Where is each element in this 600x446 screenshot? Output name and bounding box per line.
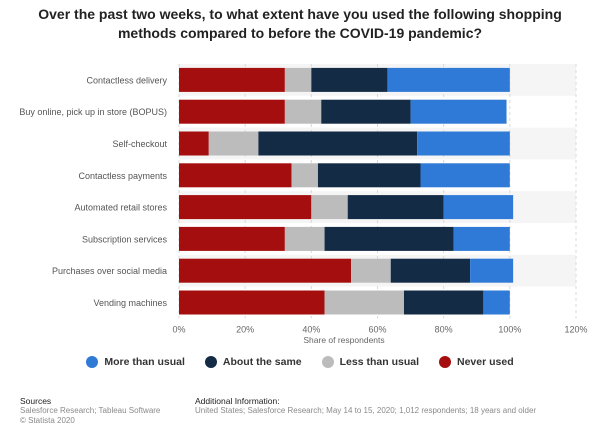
- x-tick-label: 40%: [302, 324, 320, 334]
- additional-info-heading: Additional Information:: [195, 396, 280, 406]
- bar-segment: [284, 99, 322, 124]
- bar-segment: [347, 195, 444, 220]
- category-label: Automated retail stores: [74, 203, 167, 213]
- legend-swatch: [86, 356, 99, 368]
- bar-segment: [179, 290, 325, 315]
- bar-segment: [291, 163, 318, 188]
- legend-swatch: [321, 356, 334, 368]
- bar-segment: [284, 67, 312, 92]
- category-label: Contactless payments: [78, 171, 167, 181]
- bar-segment: [470, 258, 514, 283]
- bar-segment: [179, 99, 285, 124]
- category-label: Purchases over social media: [52, 266, 167, 276]
- bar-segment: [443, 195, 514, 220]
- legend: More than usual About the same Less than u…: [0, 356, 600, 368]
- stacked-bar-chart: Contactless delivery Buy online, pick up …: [19, 64, 588, 345]
- x-tick-label: 100%: [498, 324, 521, 334]
- bar-segment: [179, 258, 352, 283]
- bar-segment: [311, 195, 348, 220]
- bar-segment: [324, 290, 404, 315]
- x-tick-label: 20%: [236, 324, 254, 334]
- legend-swatch: [439, 356, 451, 368]
- x-tick-label: 0%: [172, 324, 185, 334]
- category-label: Subscription services: [82, 234, 168, 244]
- additional-info-text: United States; Salesforce Research; May …: [195, 406, 537, 415]
- category-label: Buy online, pick up in store (BOPUS): [19, 107, 167, 117]
- legend-item[interactable]: More than usual: [86, 356, 185, 368]
- bar-segment: [420, 163, 510, 188]
- bar-segment: [311, 67, 388, 92]
- legend-label: Never used: [457, 356, 514, 368]
- bar-segment: [417, 131, 510, 156]
- legend-swatch: [204, 356, 217, 368]
- category-label: Vending machines: [93, 298, 167, 308]
- bar-segment: [387, 67, 510, 92]
- bar-segment: [321, 99, 411, 124]
- legend-item[interactable]: Never used: [439, 356, 514, 368]
- bar-segment: [179, 226, 285, 251]
- legend-label: About the same: [222, 356, 302, 368]
- bar-segment: [351, 258, 391, 283]
- bar-segment: [179, 67, 285, 92]
- bar-segment: [483, 290, 510, 315]
- sources-text: Salesforce Research; Tableau Software: [20, 406, 161, 415]
- chart-title: Over the past two weeks, to what extent …: [38, 6, 562, 41]
- category-labels: Contactless delivery Buy online, pick up …: [19, 75, 167, 308]
- legend-label: More than usual: [104, 356, 185, 368]
- bar-segment: [390, 258, 471, 283]
- x-tick-label: 80%: [435, 324, 453, 334]
- bar-segment: [403, 290, 484, 315]
- bar-segment: [410, 99, 507, 124]
- category-label: Contactless delivery: [86, 75, 167, 85]
- sources-block: Sources Salesforce Research; Tableau Sof…: [20, 396, 160, 426]
- sources-heading: Sources: [20, 396, 52, 406]
- legend-item[interactable]: Less than usual: [321, 356, 419, 368]
- x-axis-label: Share of respondents: [303, 335, 384, 345]
- copyright-text: © Statista 2020: [20, 416, 75, 425]
- bar-segment: [284, 226, 325, 251]
- category-label: Self-checkout: [112, 139, 167, 149]
- bar-segment: [324, 226, 454, 251]
- bar-segment: [453, 226, 510, 251]
- bar-segment: [208, 131, 259, 156]
- x-tick-label: 120%: [564, 324, 587, 334]
- bars: [179, 67, 514, 315]
- additional-info-block: Additional Information: United States; S…: [195, 396, 590, 416]
- bar-segment: [179, 195, 312, 220]
- bar-segment: [179, 163, 292, 188]
- bar-segment: [179, 131, 209, 156]
- bar-segment: [258, 131, 418, 156]
- x-tick-label: 60%: [368, 324, 386, 334]
- bar-segment: [317, 163, 421, 188]
- legend-item[interactable]: About the same: [204, 356, 302, 368]
- legend-label: Less than usual: [339, 356, 419, 368]
- x-tick-labels: 0% 20% 40% 60% 80% 100% 120%: [172, 324, 587, 334]
